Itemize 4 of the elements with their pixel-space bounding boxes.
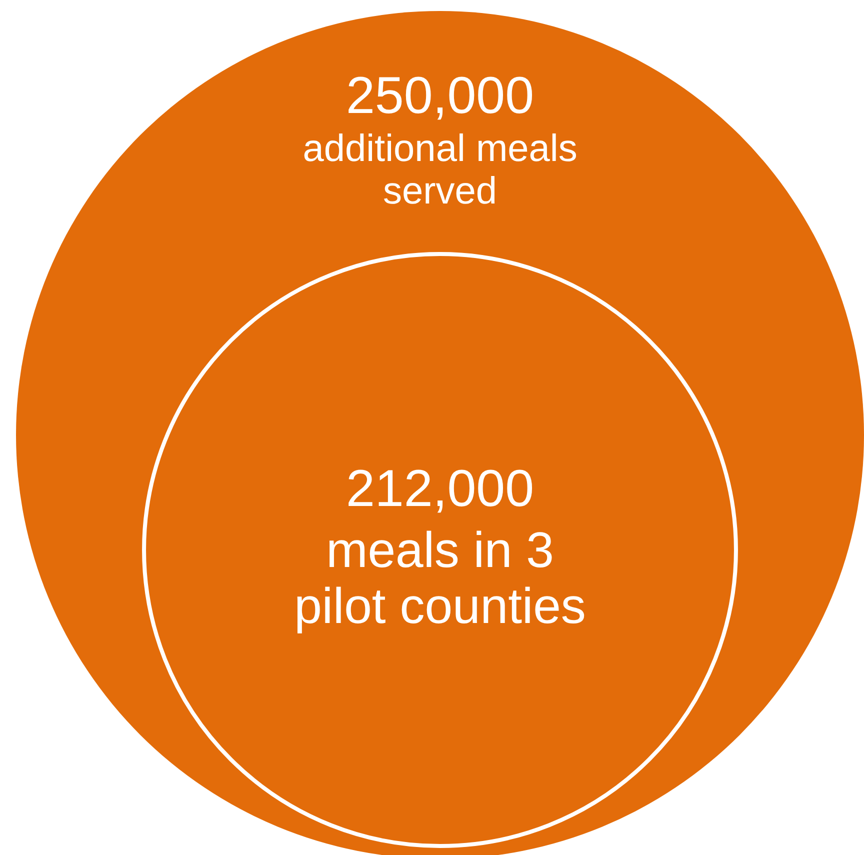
- data-label: 250,000: [346, 67, 534, 125]
- data-label: 212,000: [346, 460, 534, 518]
- category-label: additional meals served: [302, 128, 578, 213]
- category-label: meals in 3 pilot counties: [294, 522, 586, 634]
